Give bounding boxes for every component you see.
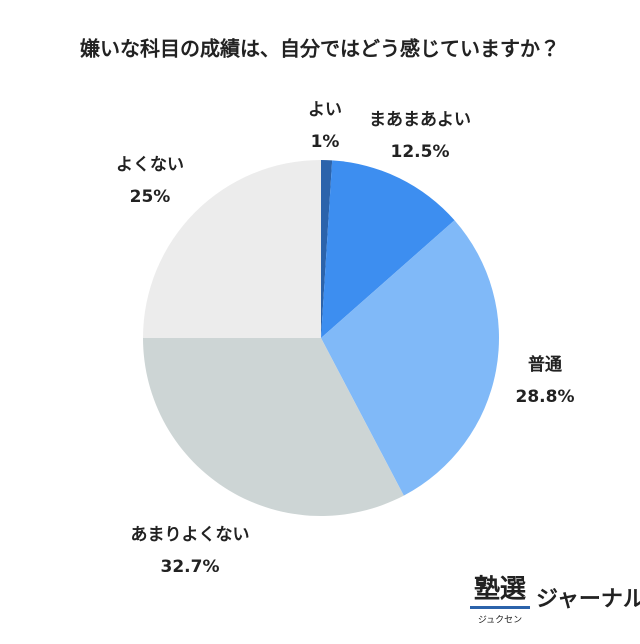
slice-value-label: 1% bbox=[311, 132, 340, 152]
slice-value-label: 12.5% bbox=[391, 142, 450, 162]
slice-value-label: 25% bbox=[130, 187, 171, 207]
slice-label: まあまあよい bbox=[369, 110, 471, 130]
logo-main: 塾選 bbox=[474, 575, 526, 605]
pie-slice bbox=[321, 160, 333, 338]
slice-value-label: 32.7% bbox=[161, 557, 220, 577]
pie-slice bbox=[142, 338, 404, 516]
slice-value-label: 28.8% bbox=[516, 387, 575, 407]
slice-label: 普通 bbox=[528, 354, 563, 375]
logo-text: ジャーナル bbox=[536, 587, 640, 612]
pie-slice bbox=[321, 220, 499, 496]
chart-title: 嫌いな科目の成績は、自分ではどう感じていますか？ bbox=[80, 37, 560, 61]
pie-slice bbox=[143, 160, 321, 338]
slice-label: あまりよくない bbox=[131, 525, 250, 545]
pie-slice bbox=[321, 160, 455, 338]
slice-label: よくない bbox=[116, 155, 184, 175]
logo-sub: ジュクセン bbox=[478, 615, 522, 626]
logo-underline bbox=[470, 606, 530, 609]
slice-label: よい bbox=[308, 100, 342, 120]
logo: 塾選 ジュクセン ジャーナル bbox=[470, 575, 640, 626]
